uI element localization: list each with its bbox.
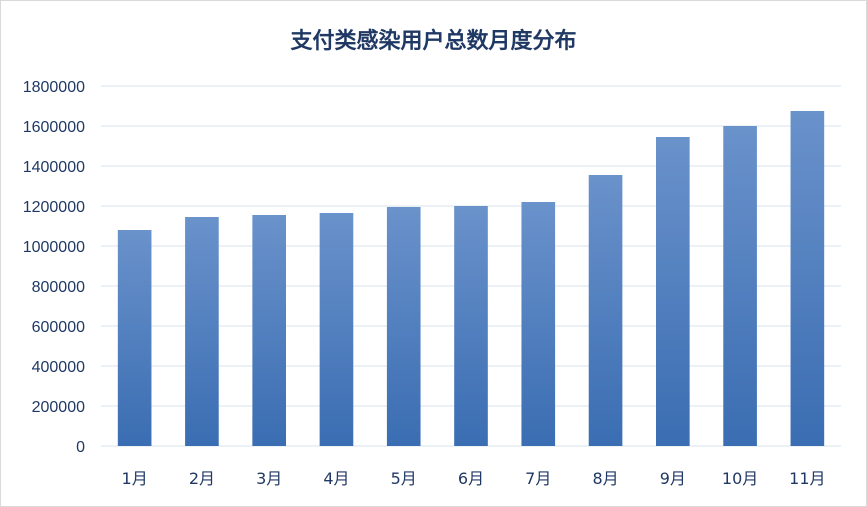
- x-tick-label: 3月: [256, 469, 282, 488]
- y-tick-label: 1000000: [23, 239, 85, 256]
- bar-8: [588, 175, 623, 446]
- chart-title: 支付类感染用户总数月度分布: [290, 29, 577, 54]
- x-tick-label: 4月: [323, 469, 349, 488]
- x-tick-label: 2月: [189, 469, 215, 488]
- bar-7: [521, 202, 556, 446]
- y-axis-ticks: 0 200000 400000 600000 800000 1000000 1200000 1…: [23, 79, 85, 456]
- y-tick-label: 1200000: [23, 199, 85, 216]
- bars: [117, 111, 825, 446]
- y-tick-label: 1600000: [23, 119, 85, 136]
- x-axis-ticks: 1月 2月 3月 4月 5月 6月 7月 8月 9月 10月 11月: [122, 469, 826, 488]
- y-tick-label: 600000: [32, 319, 85, 336]
- y-tick-label: 1400000: [23, 159, 85, 176]
- x-tick-label: 6月: [458, 469, 484, 488]
- x-tick-label: 5月: [391, 469, 417, 488]
- y-tick-label: 800000: [32, 279, 85, 296]
- bar-4: [319, 213, 354, 446]
- x-tick-label: 11月: [789, 469, 825, 488]
- bar-5: [386, 207, 421, 446]
- bar-1: [117, 230, 152, 446]
- bar-10: [723, 126, 757, 446]
- x-tick-label: 7月: [525, 469, 551, 488]
- bar-11: [790, 111, 825, 446]
- y-tick-label: 0: [76, 439, 85, 456]
- x-tick-label: 10月: [722, 469, 758, 488]
- y-tick-label: 200000: [32, 399, 85, 416]
- bar-9: [656, 137, 690, 446]
- x-tick-label: 8月: [592, 469, 618, 488]
- bar-2: [185, 217, 219, 446]
- x-tick-label: 1月: [122, 469, 148, 488]
- bar-3: [252, 215, 286, 446]
- y-tick-label: 400000: [32, 359, 85, 376]
- y-tick-label: 1800000: [23, 79, 85, 96]
- x-tick-label: 9月: [660, 469, 686, 488]
- bar-6: [454, 206, 488, 446]
